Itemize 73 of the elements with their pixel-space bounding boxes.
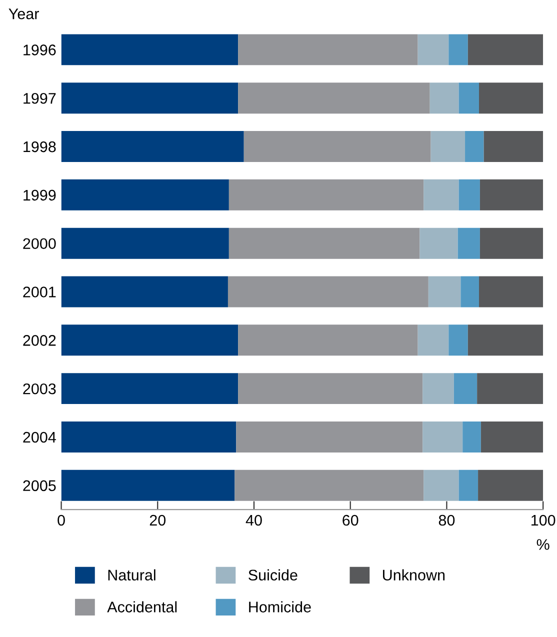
y-tick-label: 1999 — [24, 190, 56, 201]
bar — [228, 228, 420, 259]
bar — [478, 82, 544, 114]
bar — [430, 82, 459, 114]
y-tick-label: 2003 — [23, 383, 56, 394]
bar — [458, 228, 480, 259]
bar — [236, 421, 423, 452]
bar — [61, 373, 238, 404]
bar — [458, 82, 479, 114]
bar — [448, 324, 468, 356]
bar — [61, 421, 236, 452]
bar — [418, 34, 449, 66]
bar — [228, 179, 424, 210]
bar — [454, 373, 478, 404]
bar — [424, 179, 459, 210]
legend-label: Natural — [108, 569, 156, 581]
bar — [61, 34, 238, 66]
x-tick-label: 40 — [246, 514, 262, 526]
x-tick-label: 20 — [150, 514, 166, 526]
bar — [61, 82, 238, 114]
bar — [448, 34, 468, 66]
bar — [238, 373, 423, 404]
bar — [244, 131, 431, 162]
bar — [458, 470, 478, 501]
bar — [480, 421, 544, 452]
bar — [477, 373, 544, 404]
bar — [238, 82, 430, 114]
bar — [480, 228, 544, 259]
y-axis-title: Year — [8, 8, 39, 20]
bar — [480, 179, 544, 210]
bar — [465, 131, 484, 162]
bar — [61, 324, 238, 356]
bar — [422, 373, 454, 404]
bar — [428, 276, 461, 308]
bar — [238, 34, 418, 66]
legend-label: Suicide — [248, 569, 298, 581]
bar — [61, 276, 228, 308]
y-tick-label: 2004 — [23, 432, 56, 443]
x-tick-label: 80 — [438, 514, 455, 526]
legend-label: Accidental — [107, 601, 177, 612]
legend-label: Homicide — [249, 601, 311, 612]
bar — [418, 324, 449, 356]
bar — [484, 131, 544, 162]
bar — [468, 324, 544, 356]
bar — [61, 228, 229, 259]
x-tick-label: 0 — [58, 514, 65, 526]
bar — [61, 179, 229, 210]
bar — [424, 470, 459, 501]
y-tick-label: 1998 — [24, 141, 56, 152]
bar — [430, 131, 466, 162]
bar — [478, 470, 544, 501]
bar — [458, 179, 480, 210]
bar — [468, 34, 544, 66]
x-tick-label: 60 — [342, 514, 358, 526]
y-tick-label: 2000 — [23, 238, 56, 250]
x-axis-title: % — [536, 539, 550, 550]
bar — [61, 470, 235, 501]
y-tick-label: 1996 — [24, 44, 56, 56]
y-tick-label: 2001 — [23, 286, 56, 298]
bar — [238, 324, 418, 356]
bar — [234, 470, 424, 501]
bar — [228, 276, 428, 308]
bar — [478, 276, 544, 308]
y-tick-label: 1997 — [24, 92, 56, 104]
bar — [420, 228, 458, 259]
bar — [460, 276, 479, 308]
bar — [422, 421, 463, 452]
bar — [462, 421, 481, 452]
y-tick-label: 2005 — [23, 480, 56, 492]
y-tick-label: 2002 — [23, 335, 56, 346]
legend-label: Unknown — [383, 569, 445, 581]
bar — [61, 131, 244, 162]
x-tick-label: 100 — [531, 514, 556, 526]
